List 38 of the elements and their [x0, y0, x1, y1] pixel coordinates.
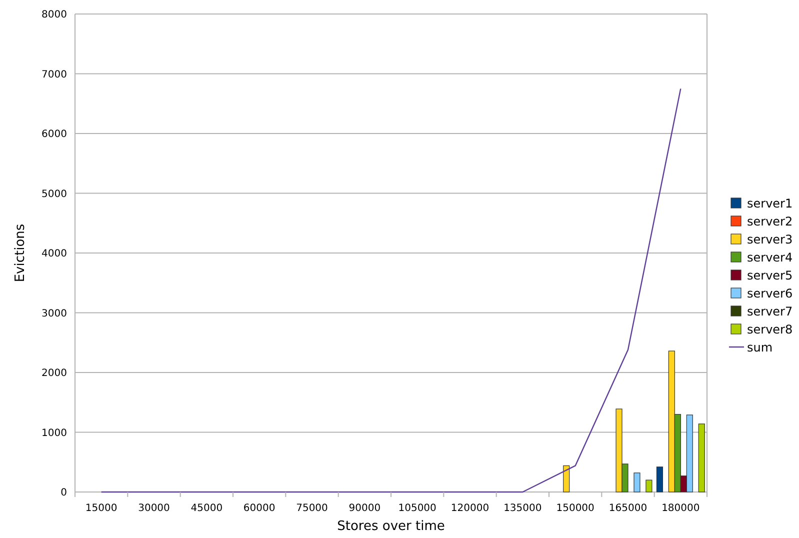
legend-label: server4 — [747, 250, 793, 264]
y-tick-label: 3000 — [42, 308, 67, 320]
legend-label: server8 — [747, 322, 793, 336]
y-tick-label: 2000 — [42, 368, 67, 379]
legend-label: server6 — [747, 286, 793, 300]
legend-label: server1 — [747, 196, 793, 210]
y-tick-label: 6000 — [42, 129, 67, 140]
legend-label: server5 — [747, 268, 793, 282]
x-tick-label: 180000 — [662, 503, 700, 514]
y-tick-label: 0 — [60, 488, 67, 498]
y-tick-label: 7000 — [42, 69, 67, 80]
x-tick-label: 120000 — [450, 503, 490, 514]
x-tick-label: 60000 — [243, 503, 276, 514]
legend-label: server7 — [747, 304, 793, 318]
x-tick-label: 75000 — [296, 503, 328, 514]
x-tick-label: 105000 — [398, 503, 436, 514]
x-tick-label: 135000 — [504, 503, 542, 514]
y-tick-label: 1000 — [42, 428, 67, 439]
y-tick-label: 4000 — [42, 248, 67, 260]
bar — [634, 472, 640, 492]
legend-label: server3 — [747, 232, 793, 246]
y-tick-label: 8000 — [42, 10, 67, 20]
x-tick-label: 90000 — [348, 503, 381, 514]
bar — [646, 480, 652, 492]
legend-label: sum — [747, 340, 773, 354]
bar — [656, 466, 664, 492]
y-tick-label: 5000 — [42, 188, 67, 200]
x-axis-title: Stores over time — [337, 519, 445, 534]
legend-label: server2 — [747, 214, 793, 228]
x-tick-label: 165000 — [608, 503, 648, 514]
x-tick-label: 30000 — [138, 503, 170, 514]
x-tick-label: 150000 — [556, 503, 594, 514]
bar — [563, 465, 570, 492]
line-series — [100, 88, 682, 493]
y-axis-title: Evictions — [13, 224, 28, 282]
x-tick-label: 45000 — [190, 503, 223, 514]
bar — [698, 424, 705, 492]
x-tick-label: 15000 — [85, 503, 118, 514]
